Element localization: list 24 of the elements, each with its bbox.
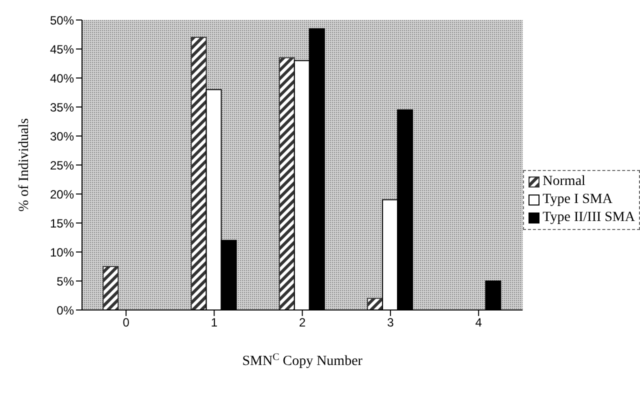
x-tick-label: 4 bbox=[475, 316, 482, 330]
legend-label: Type I SMA bbox=[542, 191, 612, 209]
x-axis-title: SMN$^{C}$ Copy Number bbox=[242, 352, 363, 369]
x-tick-label: 0 bbox=[122, 316, 130, 330]
y-tick-label: 20% bbox=[50, 187, 74, 202]
y-tick-label: 5% bbox=[56, 274, 74, 288]
y-tick-label: 15% bbox=[50, 216, 74, 230]
x-tick-label: 2 bbox=[298, 316, 306, 330]
bar bbox=[278, 57, 295, 310]
legend-label: Type II/III SMA bbox=[542, 209, 635, 227]
legend-label: Normal bbox=[542, 173, 586, 191]
y-tick-label: 50% bbox=[50, 13, 74, 28]
bar bbox=[190, 36, 207, 310]
y-tick-label: 40% bbox=[50, 71, 74, 86]
y-tick-label: 45% bbox=[50, 42, 74, 56]
y-axis-title: % of Individuals bbox=[17, 118, 32, 212]
bar bbox=[102, 266, 119, 310]
y-tick-label: 30% bbox=[50, 129, 74, 144]
x-tick-label: 3 bbox=[387, 316, 394, 330]
x-tick-label: 1 bbox=[210, 316, 218, 330]
y-tick-label: 25% bbox=[50, 158, 74, 172]
y-tick-label: 35% bbox=[50, 100, 74, 114]
y-tick-label: 0% bbox=[56, 303, 74, 318]
y-tick-label: 10% bbox=[50, 245, 74, 260]
